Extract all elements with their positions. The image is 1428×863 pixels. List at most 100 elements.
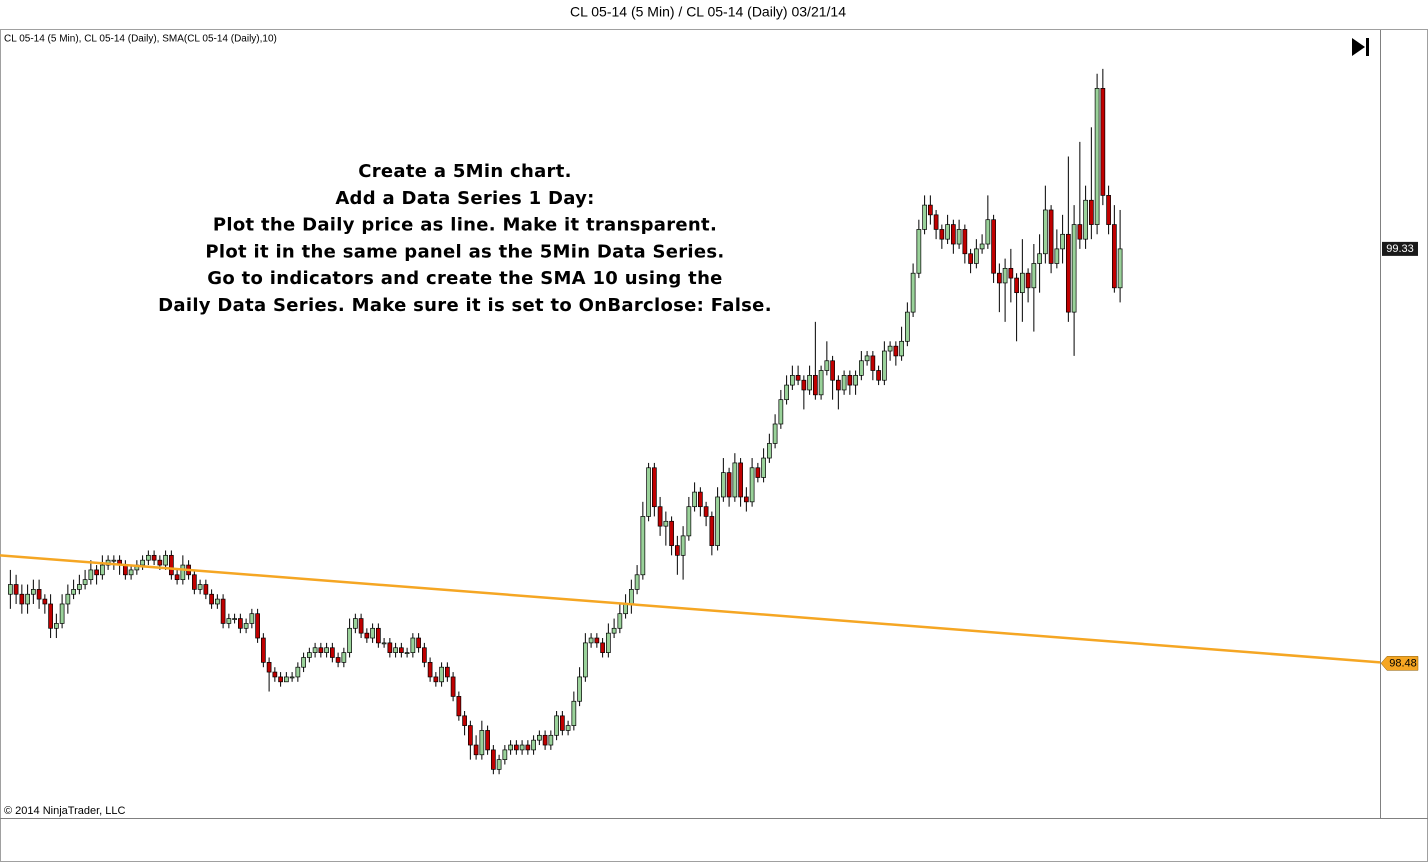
candle-body [973,248,979,264]
annotation-line: Create a 5Min chart. [358,161,572,182]
candle-body [76,584,82,590]
candle-body [71,589,76,595]
candle-body [324,647,329,653]
candle-body [904,311,910,342]
candle-body [703,506,709,517]
candle-body [927,204,933,216]
candle-body [364,632,370,639]
candle-body [496,759,502,770]
candle-body [381,642,387,645]
candle-body [1048,209,1054,264]
candle-body [1008,267,1014,279]
candle-body [445,666,450,678]
candle-body [1077,224,1083,240]
candle-body [554,715,559,736]
candle-body [1014,277,1019,294]
candle-body [278,676,283,683]
candle-body [42,598,48,605]
candle-body [732,462,738,498]
candle-body [1054,248,1060,264]
candle-body [594,637,600,644]
candle-body [950,224,956,245]
candle-body [962,229,968,255]
play-icon[interactable] [1352,38,1365,56]
candle-body [370,627,375,639]
candle-body [238,618,243,629]
candle-body [1111,224,1117,289]
candle-body [450,676,456,697]
candle-body [628,589,634,605]
candle-body [910,272,916,313]
candle-body [122,564,128,576]
candle-body [140,559,145,566]
candle-body [508,744,513,751]
candle-body [249,613,255,624]
candle-body [709,516,715,546]
candle-body [525,744,531,751]
candle-body [502,749,508,760]
candle-body [548,734,554,746]
candle-body [789,375,795,386]
candle-body [163,554,168,566]
candle-body [169,554,174,576]
candle-body [36,589,42,600]
candle-body [536,734,542,741]
candle-body [749,467,755,503]
candle-body [801,379,807,391]
candle-body [766,443,772,459]
candle-body [1094,88,1100,225]
candle-body [272,671,278,678]
candle-body [812,375,818,396]
annotation-line: Add a Data Series 1 Day: [335,188,594,209]
candle-body [663,520,669,527]
candle-body [985,219,991,245]
candle-body [295,666,301,678]
candle-body [1002,267,1008,284]
candle-body [128,569,134,576]
candle-body [473,744,479,756]
candle-body [542,734,548,746]
candle-body [358,618,364,634]
candle-body [743,496,749,503]
candle-body [410,637,416,653]
end-bar-icon[interactable] [1366,38,1369,56]
candle-body [307,652,312,658]
candle-body [669,520,674,546]
sma-price-label: 98.48 [1389,657,1417,669]
candle-body [571,700,577,726]
candle-body [318,647,324,653]
candle-body [266,661,272,673]
candle-body [1031,263,1037,289]
candle-body [312,647,318,653]
candle-body [715,496,720,546]
candle-body [111,559,117,562]
candle-body [686,506,692,537]
candle-body [858,360,864,376]
scroll-end-button[interactable] [1352,38,1369,56]
candle-body [468,725,473,746]
annotation-line: Plot it in the same panel as the 5Min Da… [205,241,724,262]
copyright: © 2014 NinjaTrader, LLC [4,805,125,817]
candle-body [795,375,801,381]
candle-body [31,589,36,595]
candle-body [818,370,824,396]
candle-body [416,637,421,649]
candle-body [48,603,53,629]
candle-body [893,345,899,357]
candle-body [289,676,295,679]
candle-body [53,623,59,629]
candle-body [922,204,927,230]
candle-body [347,627,352,653]
candle-body [968,253,973,264]
candle-body [1065,233,1071,313]
candle-body [830,360,835,381]
candle-body [353,618,358,629]
candle-body [439,666,444,683]
candle-body [761,457,766,478]
candle-body [939,229,945,240]
candle-body [462,715,467,726]
candle-body [916,229,922,274]
candle-body [979,243,985,250]
